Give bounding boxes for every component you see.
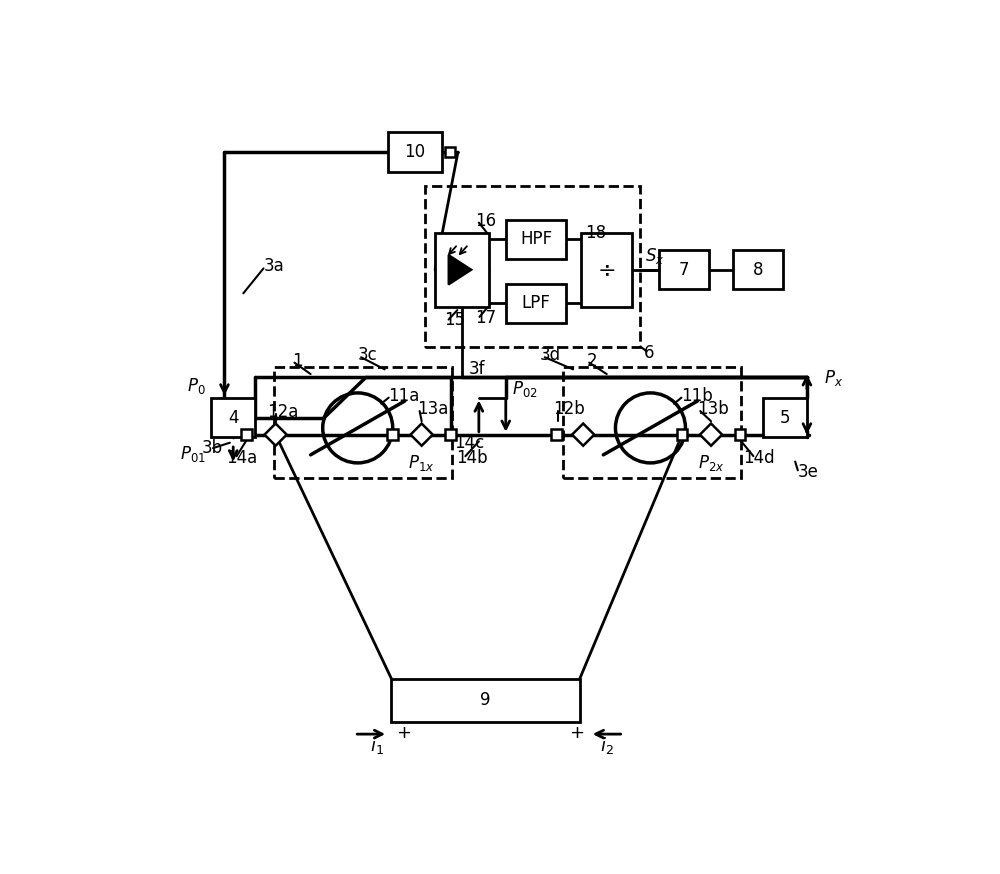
Bar — [763, 399, 807, 437]
Text: 18: 18 — [585, 224, 606, 242]
Text: 14b: 14b — [456, 448, 488, 467]
Bar — [388, 133, 442, 171]
Text: 16: 16 — [475, 212, 497, 230]
Bar — [735, 429, 745, 440]
Text: $P_{01}$: $P_{01}$ — [180, 444, 206, 464]
Text: $P_{02}$: $P_{02}$ — [512, 378, 538, 399]
Text: 11a: 11a — [388, 386, 419, 405]
Text: 3b: 3b — [202, 439, 223, 457]
Bar — [391, 678, 580, 722]
Text: LPF: LPF — [522, 295, 550, 312]
Text: 14c: 14c — [455, 434, 485, 453]
Text: 8: 8 — [753, 260, 763, 279]
Text: $P_{2x}$: $P_{2x}$ — [698, 453, 724, 473]
Bar — [659, 250, 709, 289]
Bar — [425, 185, 640, 347]
Text: 6: 6 — [644, 343, 654, 362]
Text: 2: 2 — [587, 351, 597, 370]
Text: $i_1$: $i_1$ — [370, 735, 383, 756]
Text: 12b: 12b — [553, 400, 585, 418]
Text: +: + — [396, 725, 411, 742]
Text: 7: 7 — [679, 260, 689, 279]
Bar — [563, 367, 741, 478]
Bar — [387, 429, 398, 440]
Text: $i_2$: $i_2$ — [600, 735, 614, 756]
Bar — [274, 367, 452, 478]
Text: ÷: ÷ — [597, 260, 616, 280]
Text: $P_{1x}$: $P_{1x}$ — [408, 453, 435, 473]
Polygon shape — [411, 424, 433, 446]
Text: 5: 5 — [780, 409, 790, 427]
Bar — [506, 220, 566, 259]
Text: 4: 4 — [228, 409, 238, 427]
Text: 3c: 3c — [358, 346, 377, 364]
Text: 15: 15 — [444, 311, 465, 329]
Text: 9: 9 — [480, 691, 491, 710]
Text: 10: 10 — [404, 143, 425, 161]
Polygon shape — [572, 424, 594, 446]
Bar — [506, 284, 566, 323]
Text: 3e: 3e — [798, 462, 819, 481]
Bar — [435, 232, 489, 307]
Bar — [445, 429, 456, 440]
Text: 17: 17 — [475, 309, 497, 327]
Text: 3d: 3d — [539, 346, 561, 364]
Polygon shape — [449, 255, 471, 285]
Polygon shape — [265, 424, 287, 446]
Bar — [211, 399, 255, 437]
Bar — [733, 250, 783, 289]
Text: $P_0$: $P_0$ — [187, 376, 206, 396]
Text: $S_x$: $S_x$ — [645, 246, 665, 266]
Text: 14a: 14a — [226, 448, 258, 467]
Bar — [551, 429, 562, 440]
Text: 14d: 14d — [743, 448, 775, 467]
Text: 11b: 11b — [681, 386, 712, 405]
Text: 3f: 3f — [469, 360, 485, 378]
Text: HPF: HPF — [520, 231, 552, 248]
Text: 3a: 3a — [263, 258, 284, 275]
Bar — [677, 429, 687, 440]
Polygon shape — [700, 424, 722, 446]
Text: 12a: 12a — [267, 403, 298, 420]
Text: 13a: 13a — [417, 400, 448, 418]
Bar — [445, 147, 455, 157]
Text: +: + — [569, 725, 584, 742]
Bar — [241, 429, 252, 440]
Text: $P_x$: $P_x$ — [824, 368, 843, 388]
Text: 1: 1 — [292, 351, 302, 370]
Text: 13b: 13b — [698, 400, 729, 418]
Bar — [581, 232, 632, 307]
